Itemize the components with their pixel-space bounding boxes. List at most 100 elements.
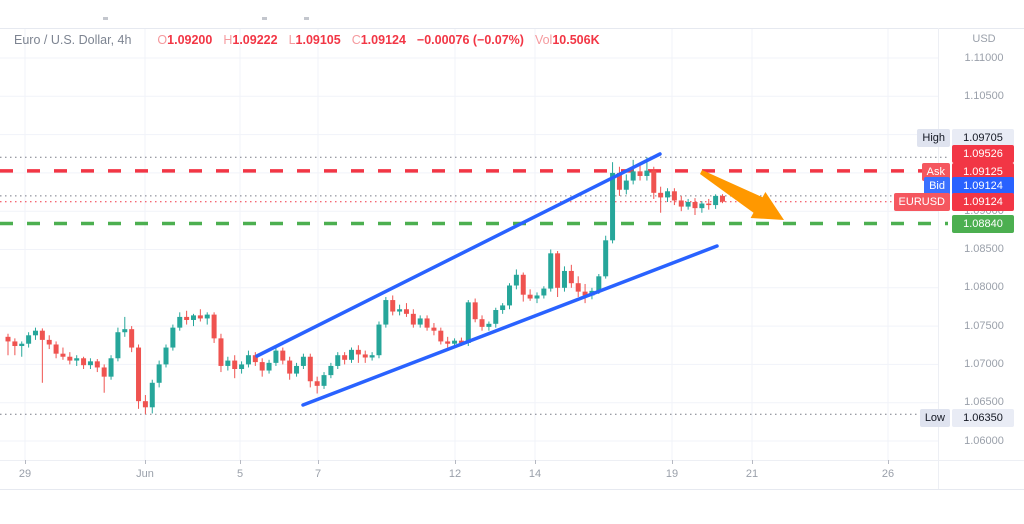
- candle: [431, 323, 437, 336]
- price-badge-label: Bid: [924, 177, 950, 195]
- candle-body: [369, 355, 375, 358]
- candle-body: [541, 288, 547, 296]
- price-badge-ask[interactable]: Ask 1.09125: [921, 163, 1014, 181]
- candle: [81, 356, 87, 369]
- sell-direction-arrow[interactable]: [700, 170, 784, 220]
- candle: [266, 359, 272, 374]
- candle: [582, 283, 588, 304]
- candle: [651, 166, 657, 199]
- price-badge-target[interactable]: 1.08840: [952, 215, 1014, 233]
- candle-body: [115, 332, 121, 359]
- candle-body: [452, 340, 458, 344]
- candle-body: [431, 327, 437, 331]
- candle: [5, 333, 11, 356]
- candle-body: [699, 203, 705, 209]
- candle: [108, 355, 114, 380]
- time-tick-label: 19: [665, 468, 679, 480]
- candle-body: [300, 356, 306, 366]
- trendline-channel-upper[interactable]: [255, 152, 662, 358]
- candle: [87, 358, 93, 369]
- price-badge-value: 1.09124: [952, 193, 1014, 211]
- candle: [671, 188, 677, 206]
- candle: [685, 198, 691, 210]
- time-tick-label: Jun: [136, 468, 154, 480]
- candle: [465, 300, 471, 347]
- price-badge-high[interactable]: High 1.09705: [917, 129, 1014, 147]
- candle-body: [713, 195, 719, 206]
- candle-body: [190, 315, 196, 320]
- candle: [204, 312, 210, 325]
- price-badge-label: Ask: [921, 163, 950, 181]
- candle: [541, 286, 547, 299]
- price-tick-label: 1.08000: [964, 281, 1004, 294]
- candle: [211, 312, 217, 343]
- candle: [335, 352, 341, 369]
- time-scale[interactable]: 29 Jun 5 7 12 14 19 21 26: [0, 460, 938, 490]
- price-badge-label: High: [917, 129, 950, 147]
- price-lines-layer: [0, 156, 948, 415]
- candle: [472, 298, 478, 323]
- candle: [500, 303, 506, 314]
- time-axis-separator: [0, 460, 1024, 461]
- candle: [507, 283, 513, 310]
- candle-body: [383, 300, 389, 325]
- candle-body: [232, 360, 238, 369]
- candle: [239, 361, 245, 374]
- candle-body: [94, 361, 100, 368]
- candle-body: [644, 170, 650, 176]
- time-tick-mark: [888, 460, 889, 464]
- price-tick-label: 1.07500: [964, 319, 1004, 332]
- ohlc-high: H1.09222: [223, 33, 278, 47]
- price-badge-bid[interactable]: Bid 1.09124: [924, 177, 1014, 195]
- price-tick-label: 1.10500: [964, 89, 1004, 102]
- bottom-border: [0, 489, 1024, 490]
- candle: [383, 296, 389, 328]
- candle: [355, 345, 361, 363]
- ohlc-open: O1.09200: [157, 33, 213, 47]
- candle-body: [211, 314, 217, 339]
- candle: [32, 327, 38, 340]
- candle-body: [623, 180, 629, 190]
- candle: [94, 359, 100, 373]
- candle-body: [479, 319, 485, 327]
- candle: [342, 352, 348, 365]
- price-badge-symbol-last[interactable]: EURUSD 1.09124: [893, 193, 1014, 211]
- trendline-channel-lower[interactable]: [301, 244, 719, 407]
- candle-body: [266, 362, 272, 371]
- candle: [424, 315, 430, 331]
- candle-body: [706, 203, 712, 206]
- chart-legend: Euro / U.S. Dollar, 4h O1.09200 H1.09222…: [14, 33, 611, 47]
- time-tick-label: 29: [18, 468, 32, 480]
- candle: [129, 326, 135, 353]
- candle: [218, 333, 224, 373]
- price-badge-value: 1.09705: [952, 129, 1014, 147]
- price-badge-label: Low: [919, 409, 950, 427]
- price-badge-value: 1.09526: [952, 145, 1014, 163]
- symbol-title[interactable]: Euro / U.S. Dollar, 4h: [14, 33, 132, 47]
- price-tick-label: 1.08500: [964, 243, 1004, 255]
- candle-body: [60, 353, 66, 357]
- candle-body: [218, 338, 224, 366]
- candle-body: [527, 294, 533, 299]
- candle-body: [403, 309, 409, 314]
- candle-body: [184, 316, 190, 320]
- candle: [575, 276, 581, 297]
- candle: [245, 350, 251, 368]
- candle-body: [445, 341, 451, 344]
- candle-body: [273, 350, 279, 363]
- time-tick-mark: [240, 460, 241, 464]
- candle: [397, 304, 403, 316]
- candlestick-series: [5, 157, 725, 415]
- candle-body: [575, 283, 581, 292]
- candle: [568, 264, 574, 288]
- price-badge-low[interactable]: Low 1.06350: [919, 409, 1014, 427]
- ohlc-close: C1.09124: [351, 33, 406, 47]
- candle: [719, 194, 725, 204]
- price-badge-resistance[interactable]: 1.09526: [952, 145, 1014, 163]
- price-scale-currency-label: USD: [972, 33, 996, 45]
- candle: [630, 159, 636, 185]
- price-scale[interactable]: USD 1.110001.105001.100001.095001.090001…: [893, 28, 1024, 460]
- candle-body: [582, 291, 588, 296]
- candle-body: [204, 314, 210, 319]
